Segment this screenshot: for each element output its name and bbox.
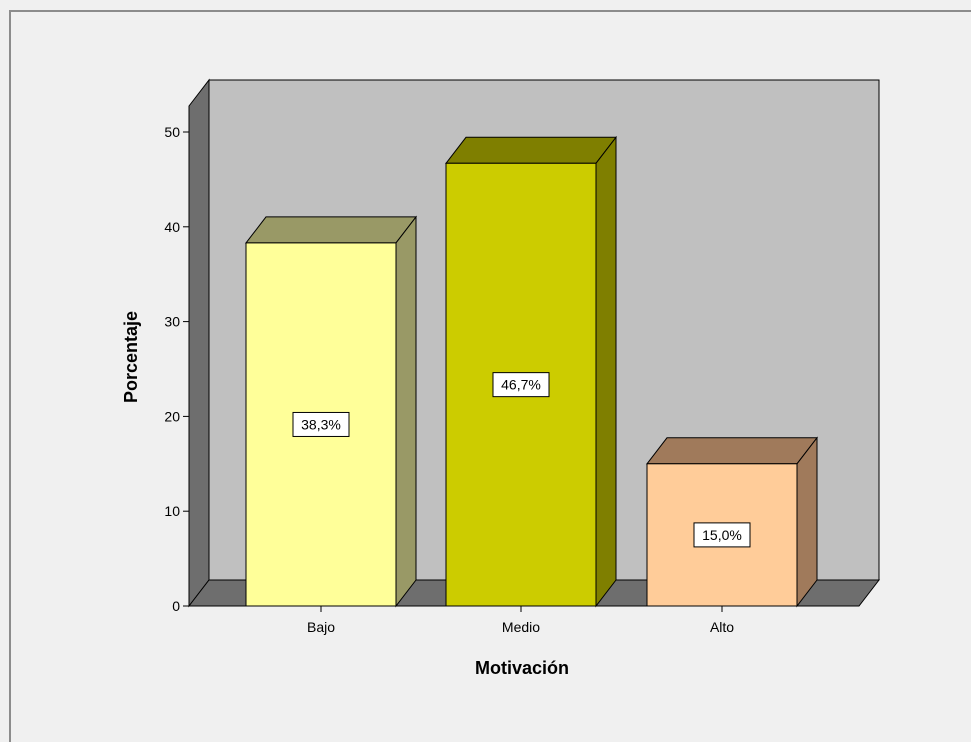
- data-label: 38,3%: [292, 411, 350, 437]
- y-tick-label: 30: [164, 314, 180, 330]
- bar-top: [244, 216, 418, 244]
- bar: Alto: [645, 436, 819, 635]
- bar-side: [595, 135, 617, 608]
- x-axis-title: Motivación: [475, 658, 569, 678]
- y-tick-label: 0: [172, 598, 180, 614]
- y-axis: 0 10 20 30 40 50: [164, 124, 190, 614]
- y-tick-label: 40: [164, 219, 180, 235]
- side-wall: [188, 78, 210, 608]
- data-label-text: 46,7%: [501, 377, 541, 393]
- x-tick-label: Bajo: [307, 619, 335, 635]
- data-label: 15,0%: [693, 522, 751, 548]
- data-label-box: [693, 522, 751, 548]
- bar-top: [444, 136, 618, 164]
- data-labels: 38,3% 46,7% 15,0%: [292, 372, 751, 548]
- data-label-text: 38,3%: [301, 416, 341, 432]
- data-label-box: [492, 372, 550, 398]
- x-tick-label: Alto: [710, 619, 734, 635]
- bar-side: [796, 436, 818, 608]
- bar-top: [645, 437, 819, 465]
- bar-side: [395, 215, 417, 608]
- y-tick-label: 50: [164, 124, 180, 140]
- x-tick-label: Medio: [502, 619, 540, 635]
- data-label-box: [292, 411, 350, 437]
- data-label-text: 15,0%: [702, 527, 742, 543]
- y-tick-label: 10: [164, 503, 180, 519]
- bar: Bajo: [244, 215, 418, 635]
- y-axis-title: Porcentaje: [121, 311, 141, 403]
- data-label: 46,7%: [492, 372, 550, 398]
- y-tick-label: 20: [164, 408, 180, 424]
